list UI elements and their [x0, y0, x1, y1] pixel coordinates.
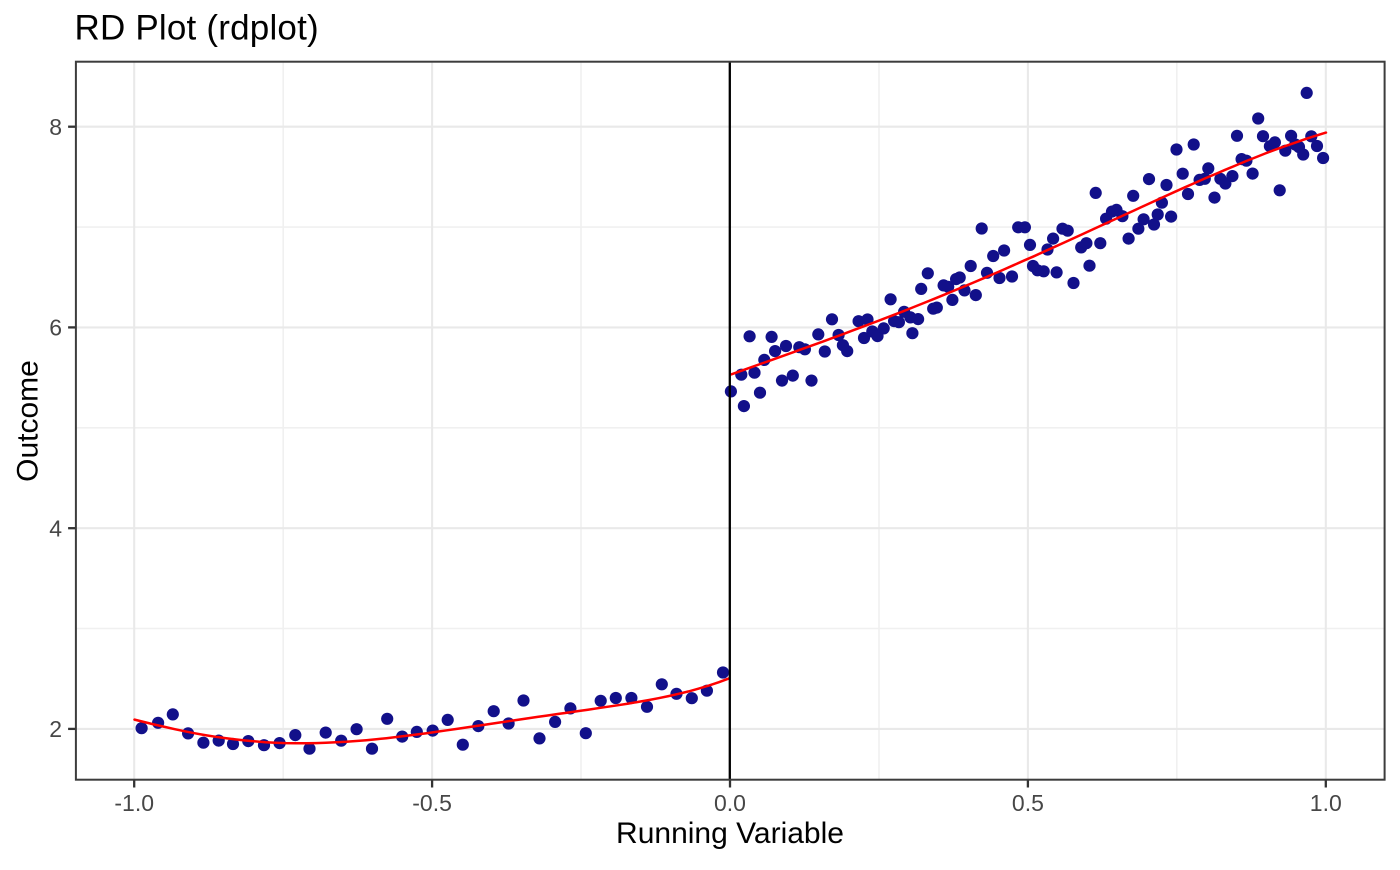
svg-text:0.5: 0.5: [1012, 790, 1044, 816]
svg-text:-0.5: -0.5: [412, 790, 452, 816]
svg-text:Outcome: Outcome: [11, 360, 44, 482]
svg-text:RD Plot (rdplot): RD Plot (rdplot): [75, 9, 319, 48]
svg-text:8: 8: [49, 114, 62, 140]
svg-text:Running Variable: Running Variable: [616, 817, 844, 850]
svg-text:0.0: 0.0: [714, 790, 746, 816]
svg-text:2: 2: [49, 716, 62, 742]
svg-text:-1.0: -1.0: [114, 790, 154, 816]
svg-text:6: 6: [49, 315, 62, 341]
svg-text:1.0: 1.0: [1310, 790, 1342, 816]
svg-text:4: 4: [49, 515, 62, 541]
